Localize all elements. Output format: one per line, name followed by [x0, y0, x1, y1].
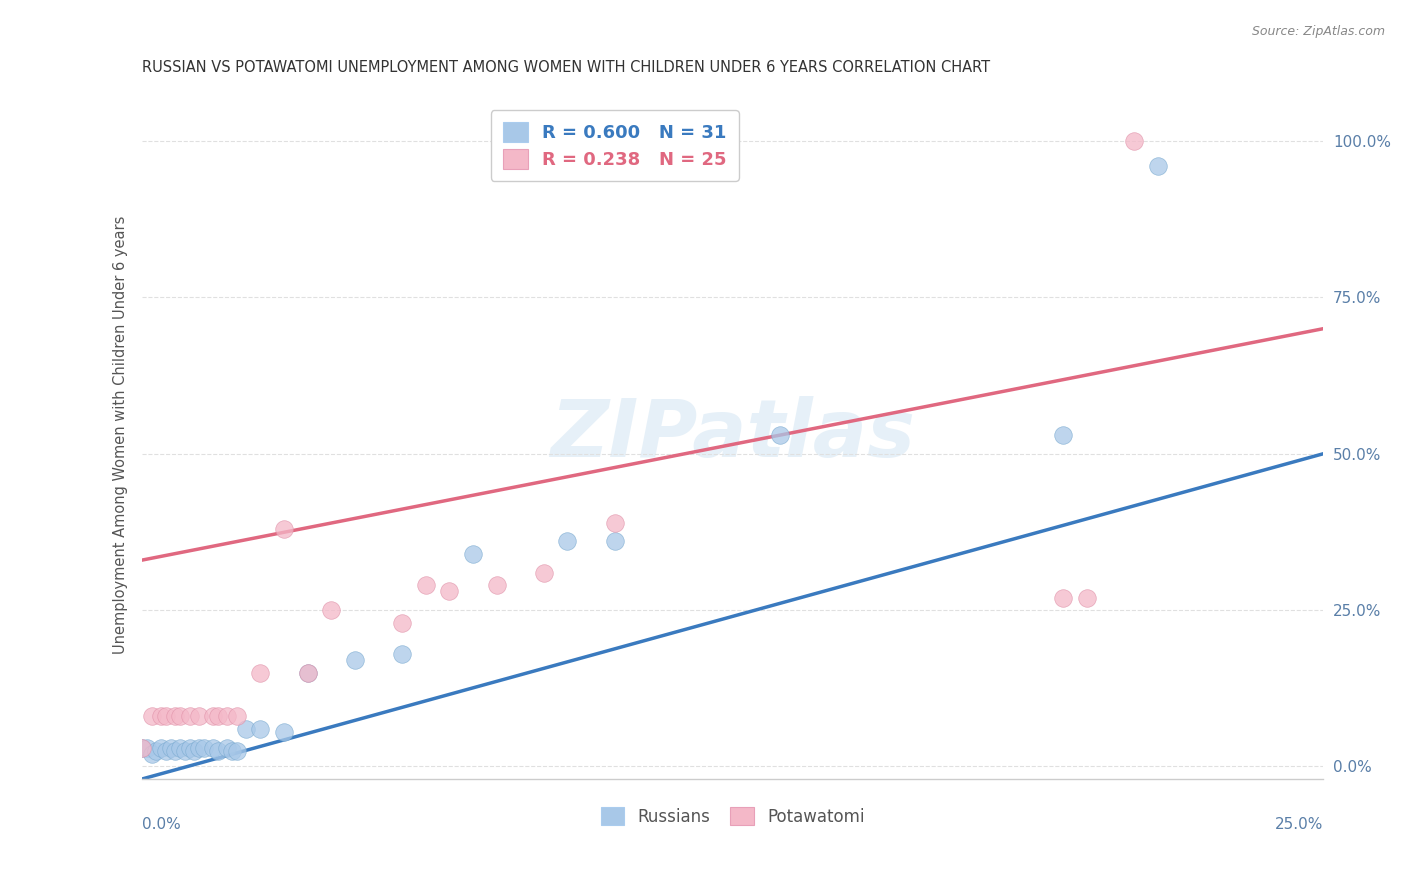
Point	[603, 516, 626, 530]
Point	[485, 578, 508, 592]
Y-axis label: Unemployment Among Women with Children Under 6 years: Unemployment Among Women with Children U…	[114, 216, 128, 654]
Point	[183, 744, 205, 758]
Point	[273, 522, 295, 536]
Point	[225, 709, 247, 723]
Point	[145, 744, 167, 758]
Point	[225, 744, 247, 758]
Point	[207, 709, 229, 723]
Point	[603, 534, 626, 549]
Point	[131, 740, 153, 755]
Point	[193, 740, 215, 755]
Point	[273, 725, 295, 739]
Point	[179, 709, 201, 723]
Point	[150, 740, 173, 755]
Point	[169, 709, 191, 723]
Point	[173, 744, 195, 758]
Point	[136, 740, 159, 755]
Point	[533, 566, 555, 580]
Point	[1052, 591, 1074, 605]
Point	[217, 740, 239, 755]
Point	[461, 547, 484, 561]
Text: Source: ZipAtlas.com: Source: ZipAtlas.com	[1251, 25, 1385, 38]
Point	[297, 665, 319, 680]
Point	[557, 534, 579, 549]
Point	[439, 584, 461, 599]
Point	[165, 744, 187, 758]
Point	[415, 578, 437, 592]
Point	[321, 603, 343, 617]
Text: 25.0%: 25.0%	[1275, 817, 1323, 831]
Point	[249, 665, 271, 680]
Point	[141, 747, 163, 761]
Point	[297, 665, 319, 680]
Point	[1147, 159, 1170, 173]
Point	[207, 744, 229, 758]
Text: ZIPatlas: ZIPatlas	[550, 396, 915, 474]
Point	[217, 709, 239, 723]
Point	[235, 722, 257, 736]
Point	[179, 740, 201, 755]
Point	[169, 740, 191, 755]
Point	[1052, 428, 1074, 442]
Point	[141, 709, 163, 723]
Point	[155, 709, 177, 723]
Point	[221, 744, 243, 758]
Point	[1123, 134, 1146, 148]
Point	[188, 709, 211, 723]
Point	[249, 722, 271, 736]
Point	[202, 740, 225, 755]
Point	[769, 428, 792, 442]
Text: RUSSIAN VS POTAWATOMI UNEMPLOYMENT AMONG WOMEN WITH CHILDREN UNDER 6 YEARS CORRE: RUSSIAN VS POTAWATOMI UNEMPLOYMENT AMONG…	[142, 60, 990, 75]
Point	[202, 709, 225, 723]
Point	[155, 744, 177, 758]
Point	[1076, 591, 1098, 605]
Point	[391, 615, 413, 630]
Point	[343, 653, 366, 667]
Legend: Russians, Potawatomi: Russians, Potawatomi	[595, 800, 872, 832]
Point	[165, 709, 187, 723]
Point	[188, 740, 211, 755]
Point	[159, 740, 181, 755]
Point	[131, 740, 153, 755]
Text: 0.0%: 0.0%	[142, 817, 181, 831]
Point	[391, 647, 413, 661]
Point	[150, 709, 173, 723]
